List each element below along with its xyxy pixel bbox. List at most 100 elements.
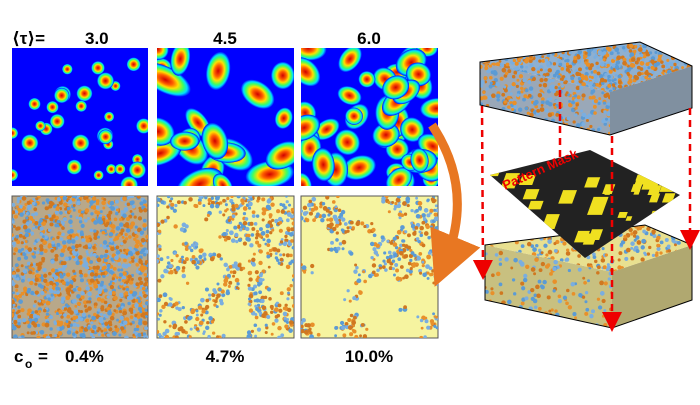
texture (549, 271, 553, 276)
texture (577, 254, 581, 258)
texture (258, 273, 263, 278)
texture (12, 291, 15, 295)
texture (56, 327, 60, 331)
texture (120, 210, 124, 214)
texture (216, 335, 220, 338)
texture (353, 269, 358, 274)
texture (540, 97, 545, 101)
texture (158, 294, 163, 298)
texture (22, 286, 28, 291)
texture (517, 107, 523, 112)
texture (251, 210, 256, 215)
texture (630, 184, 643, 192)
texture (262, 238, 266, 242)
texture (497, 238, 502, 243)
texture (566, 248, 570, 252)
texture (124, 291, 129, 296)
texture (673, 62, 677, 67)
texture (229, 270, 234, 274)
texture (271, 218, 275, 222)
texture (581, 75, 586, 81)
texture (581, 93, 586, 98)
texture (248, 293, 254, 299)
texture (515, 42, 520, 45)
texture (525, 65, 529, 69)
texture (34, 211, 39, 216)
texture (480, 52, 484, 58)
texture (139, 230, 145, 235)
texture (245, 226, 250, 232)
texture (520, 49, 524, 54)
texture (500, 173, 520, 189)
texture (403, 212, 408, 216)
texture (85, 282, 89, 286)
texture (344, 321, 349, 326)
texture (564, 59, 568, 63)
texture (216, 293, 221, 298)
texture (91, 315, 96, 321)
texture (539, 236, 544, 241)
texture (20, 308, 25, 313)
texture (283, 316, 287, 320)
texture (574, 316, 577, 320)
texture (101, 271, 106, 276)
texture (490, 227, 495, 232)
texture (67, 196, 72, 199)
texture (485, 52, 491, 57)
texture (485, 316, 488, 322)
texture (248, 277, 253, 282)
texture (690, 59, 692, 62)
texture (174, 203, 178, 208)
texture (409, 258, 413, 263)
conc-equals: = (38, 347, 48, 366)
texture (568, 42, 573, 46)
texture (62, 63, 73, 75)
texture (222, 232, 227, 237)
texture (684, 230, 689, 235)
texture (592, 42, 597, 43)
texture (524, 132, 529, 135)
texture (138, 208, 144, 213)
texture (32, 226, 35, 230)
texture (392, 242, 398, 247)
texture (264, 323, 268, 327)
texture (393, 252, 398, 258)
texture (144, 311, 148, 316)
texture (546, 62, 551, 68)
texture (551, 131, 557, 135)
texture (157, 254, 160, 258)
texture (119, 298, 123, 302)
texture (50, 248, 55, 253)
texture (196, 260, 200, 265)
texture (39, 244, 44, 249)
texture (659, 179, 678, 192)
texture (66, 159, 82, 175)
texture (533, 133, 538, 135)
texture (144, 277, 148, 282)
texture (301, 328, 305, 334)
texture (689, 45, 692, 51)
texture (584, 77, 589, 81)
texture (83, 259, 87, 263)
texture (232, 270, 237, 275)
texture (588, 75, 592, 79)
texture (668, 150, 678, 158)
texture (16, 196, 21, 201)
texture (585, 115, 590, 120)
texture (535, 243, 539, 248)
texture (274, 107, 293, 129)
texture (500, 114, 505, 119)
texture (399, 250, 404, 256)
texture (166, 215, 170, 220)
texture (113, 309, 117, 313)
texture (236, 282, 240, 286)
texture (370, 222, 374, 226)
texture (410, 251, 415, 255)
texture (286, 318, 290, 321)
texture (201, 309, 206, 314)
texture (234, 203, 239, 209)
texture (76, 324, 80, 328)
texture (403, 254, 407, 259)
texture (682, 47, 686, 52)
texture (107, 216, 112, 220)
